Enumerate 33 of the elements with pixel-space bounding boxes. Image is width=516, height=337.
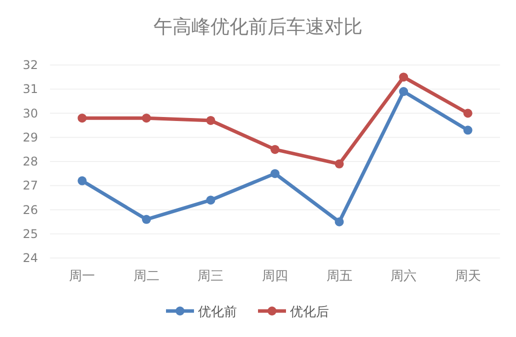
x-tick-label: 周天 <box>454 269 481 284</box>
x-tick-label: 周四 <box>262 269 288 284</box>
x-tick-label: 周二 <box>133 269 160 284</box>
point <box>399 72 408 82</box>
x-tick-label: 周六 <box>390 269 417 284</box>
y-tick-label: 24 <box>22 251 38 265</box>
point <box>334 217 344 226</box>
point <box>78 114 87 123</box>
y-tick-label: 28 <box>22 154 38 168</box>
y-tick-label: 30 <box>22 106 38 120</box>
chart-title: 午高峰优化前后车速对比 <box>154 16 362 38</box>
point <box>142 114 151 123</box>
x-tick-label: 周五 <box>326 269 352 284</box>
y-tick-label: 25 <box>22 226 38 241</box>
point <box>78 176 87 186</box>
x-tick-label: 周一 <box>69 269 96 284</box>
x-tick-label: 周三 <box>198 269 224 284</box>
y-tick-label: 29 <box>22 130 38 144</box>
y-tick-label: 27 <box>22 178 38 193</box>
legend-label: 优化前 <box>198 305 237 320</box>
point <box>463 108 472 118</box>
y-tick-label: 26 <box>22 202 38 217</box>
point <box>142 214 151 224</box>
point <box>399 87 408 96</box>
y-tick-label: 32 <box>22 58 38 72</box>
point <box>270 144 280 154</box>
point <box>334 159 344 168</box>
point <box>206 116 216 125</box>
point <box>270 169 280 178</box>
legend-label: 优化后 <box>290 305 329 320</box>
point <box>206 196 216 205</box>
point <box>463 126 472 135</box>
y-tick-label: 31 <box>22 82 38 96</box>
